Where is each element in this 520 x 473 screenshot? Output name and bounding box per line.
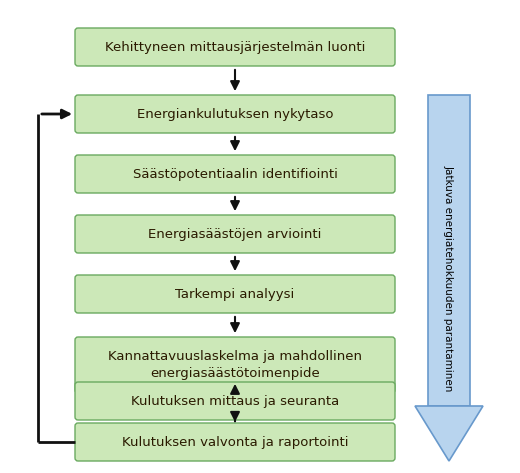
FancyBboxPatch shape xyxy=(75,337,395,393)
Text: Kulutuksen mittaus ja seuranta: Kulutuksen mittaus ja seuranta xyxy=(131,394,339,408)
FancyBboxPatch shape xyxy=(75,215,395,253)
FancyBboxPatch shape xyxy=(75,275,395,313)
Polygon shape xyxy=(428,95,470,406)
Text: Säästöpotentiaalin identifiointi: Säästöpotentiaalin identifiointi xyxy=(133,167,337,181)
FancyBboxPatch shape xyxy=(75,155,395,193)
Text: Kehittyneen mittausjärjestelmän luonti: Kehittyneen mittausjärjestelmän luonti xyxy=(105,41,365,53)
Text: Jatkuva energiatehokkuuden parantaminen: Jatkuva energiatehokkuuden parantaminen xyxy=(444,165,454,391)
Text: Kulutuksen valvonta ja raportointi: Kulutuksen valvonta ja raportointi xyxy=(122,436,348,448)
FancyBboxPatch shape xyxy=(75,382,395,420)
FancyBboxPatch shape xyxy=(75,28,395,66)
Text: Tarkempi analyysi: Tarkempi analyysi xyxy=(175,288,295,300)
Text: Energiankulutuksen nykytaso: Energiankulutuksen nykytaso xyxy=(137,107,333,121)
Polygon shape xyxy=(415,406,483,461)
FancyBboxPatch shape xyxy=(75,95,395,133)
Text: Energiasäästöjen arviointi: Energiasäästöjen arviointi xyxy=(148,228,322,240)
FancyBboxPatch shape xyxy=(75,423,395,461)
Text: Kannattavuuslaskelma ja mahdollinen
energiasäästötoimenpide: Kannattavuuslaskelma ja mahdollinen ener… xyxy=(108,350,362,380)
